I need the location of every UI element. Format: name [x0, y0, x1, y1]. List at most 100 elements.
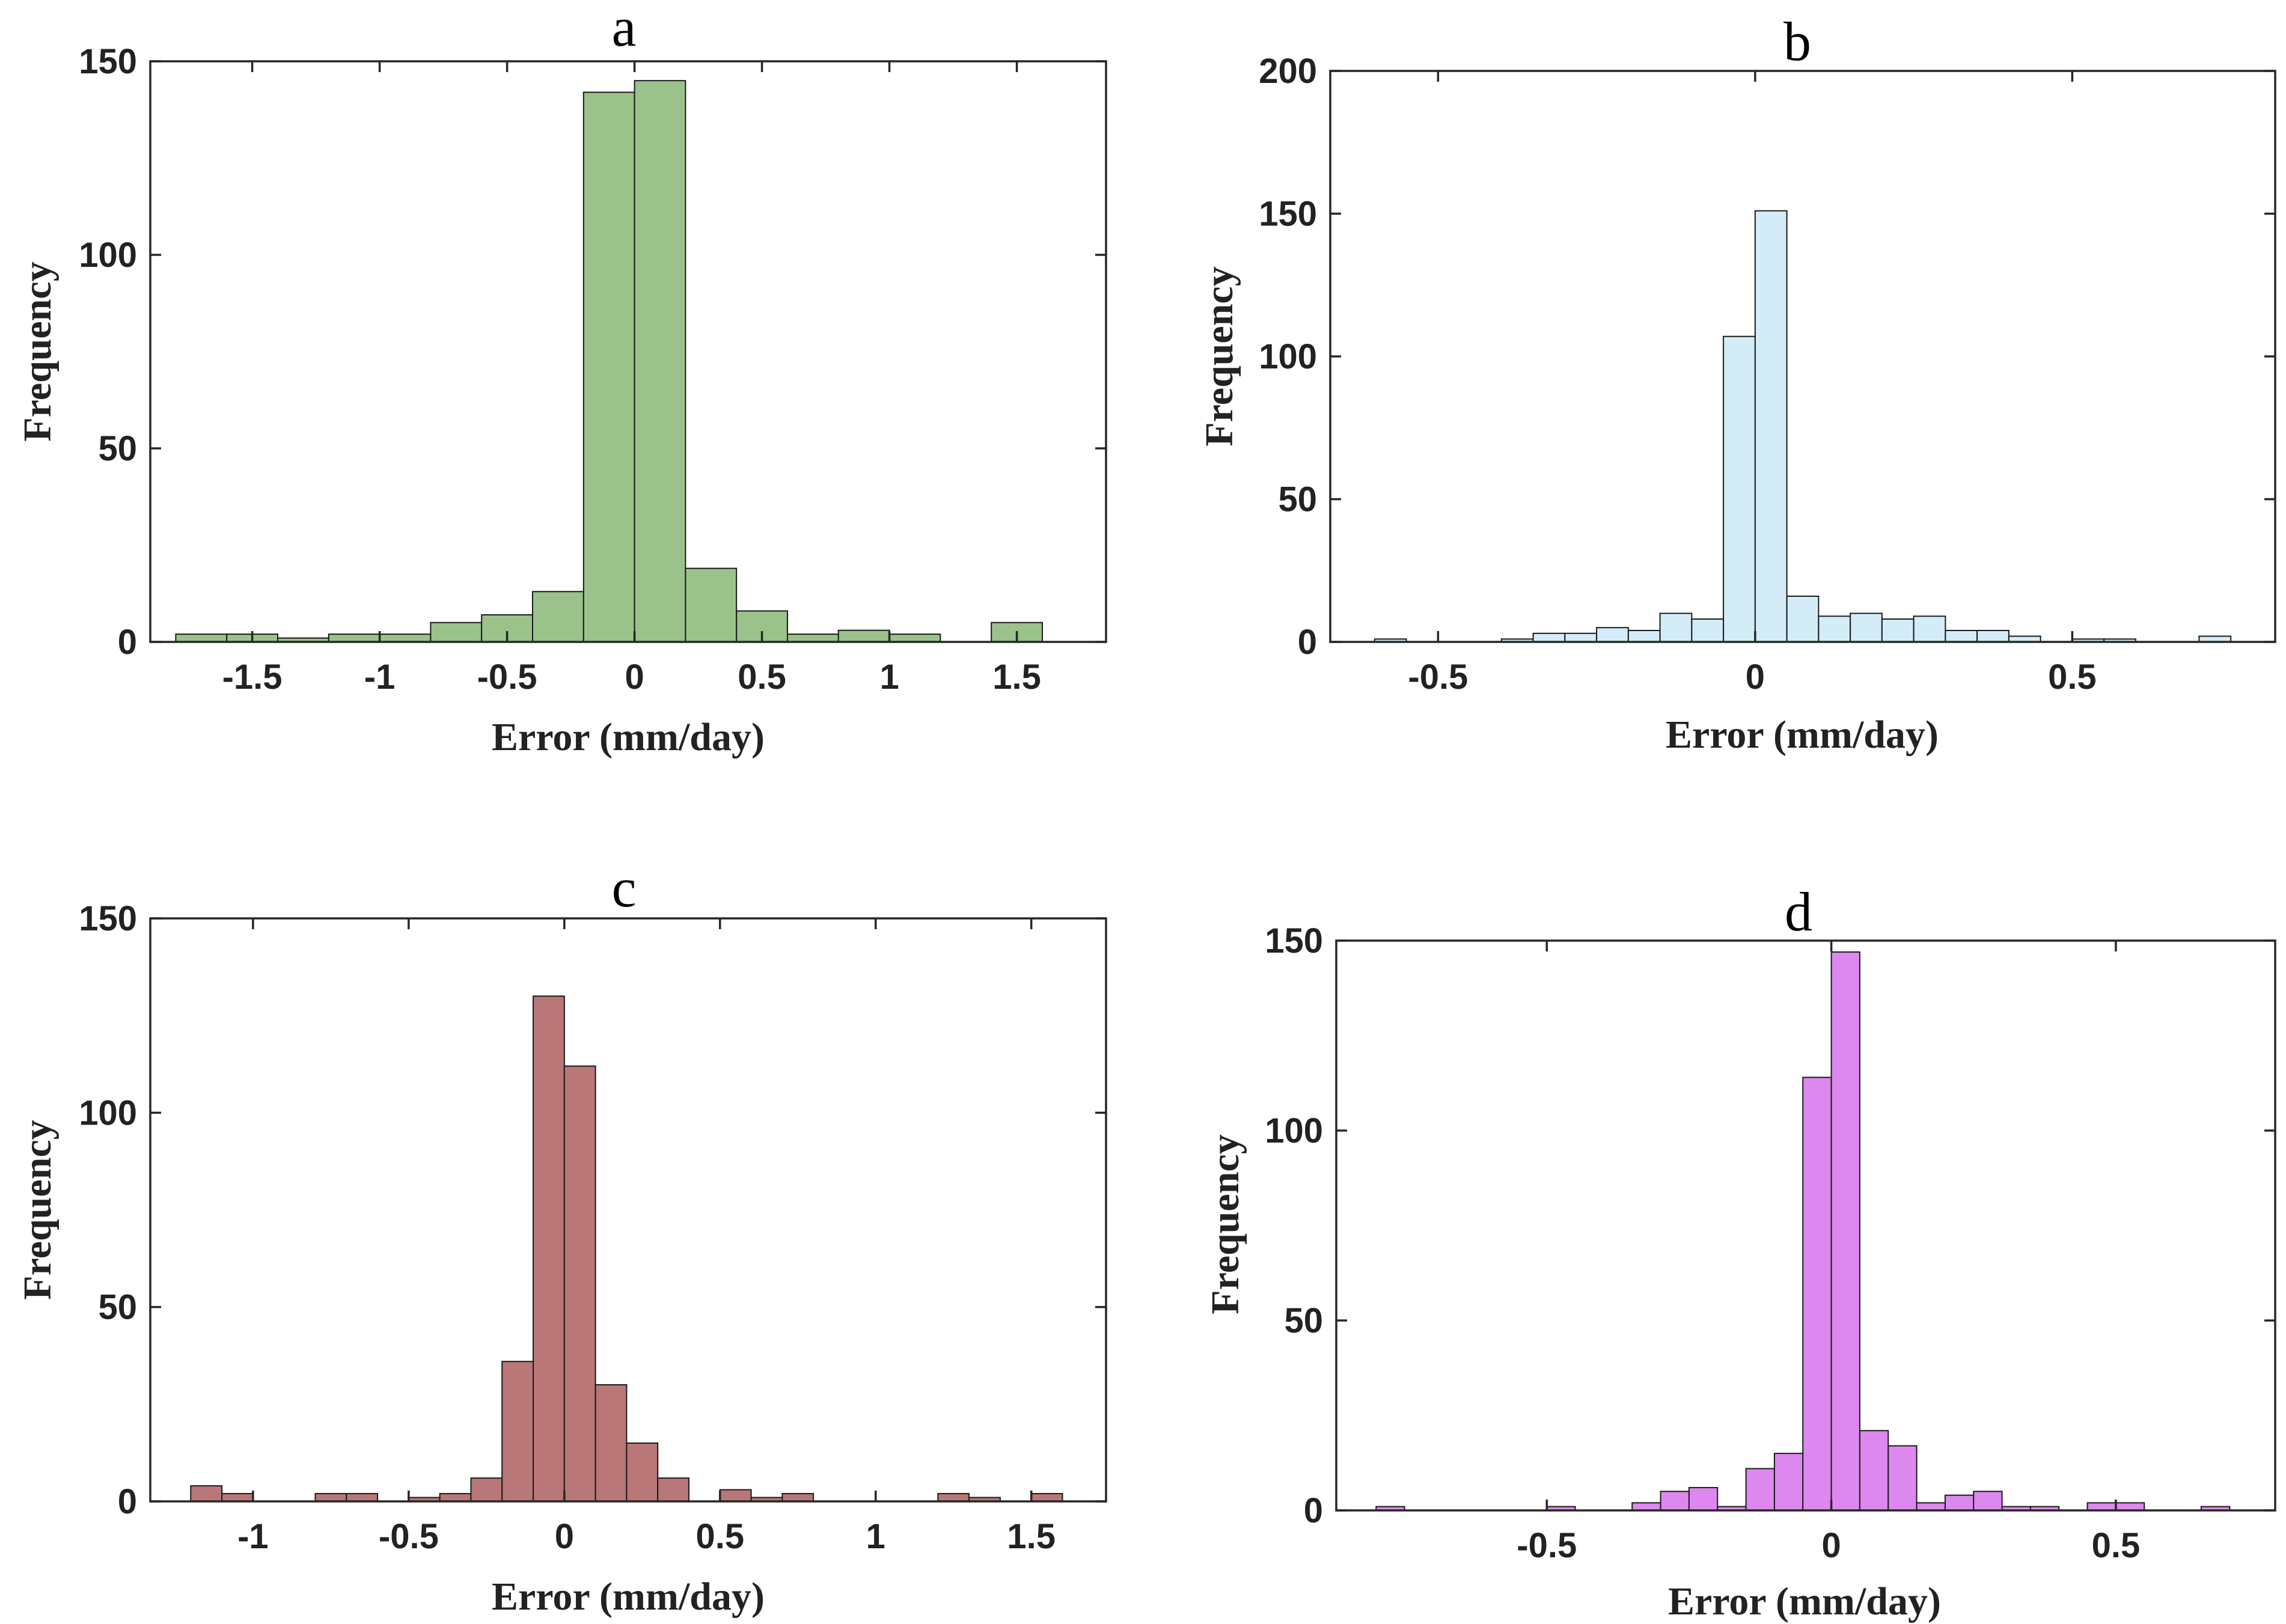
panel-b-bar	[1754, 210, 1788, 643]
panel-a-ylabel: Frequency	[16, 261, 60, 441]
panel-d: -0.5 0 0.5 0 50 100 150 d Error (mm/day) Frequ…	[1203, 881, 2276, 1623]
panel-b-bar	[1723, 335, 1756, 643]
panel-b-ylabel: Frequency	[1197, 266, 1241, 446]
panel-a-bar	[430, 621, 483, 643]
panel-d-bar	[1688, 1487, 1719, 1512]
panel-d-bar	[1802, 1076, 1832, 1511]
panel-a-ticks: -1.5 -1 -0.5 0 0.5 1 1.5 0 50 100 150	[79, 42, 1106, 697]
panel-d-bar	[1944, 1494, 1975, 1511]
panel-a: -1.5 -1 -0.5 0 0.5 1 1.5 0 50 100 150 a Error (mm/…	[16, 0, 1107, 759]
panel-d-xtick-label: 0	[1821, 1526, 1841, 1565]
panel-b-ticks: -0.5 0 0.5 0 50 100 150 200	[1259, 52, 2275, 697]
panel-d-bar	[1973, 1491, 2003, 1511]
panel-a-bar	[685, 567, 738, 643]
panel-b-bar	[1532, 632, 1566, 643]
panel-b-bar	[1818, 615, 1851, 643]
panel-b-bar	[1881, 618, 1915, 643]
panel-d-bars	[1375, 951, 2231, 1512]
panel-b-xtick-label: 0.5	[2048, 658, 2097, 697]
panel-a-xtick-label: 1	[879, 658, 899, 697]
panel-c-ticks: -1 -0.5 0 0.5 1 1.5 0 50 100 150	[79, 899, 1106, 1556]
panel-b-xlabel: Error (mm/day)	[1666, 713, 1939, 757]
panel-b-title: b	[1783, 11, 1811, 72]
panel-c-xlabel: Error (mm/day)	[492, 1575, 765, 1619]
panel-a-ytick-label: 150	[79, 42, 137, 81]
panel-b-ytick-label: 0	[1298, 623, 1317, 662]
panel-a-ytick-label: 0	[118, 623, 137, 662]
panel-b-ytick-label: 150	[1259, 195, 1317, 234]
panel-c-bar	[470, 1477, 503, 1502]
panel-d-bar	[1660, 1491, 1690, 1511]
panel-a-bar	[328, 633, 380, 643]
panel-c-ytick-label: 50	[98, 1288, 137, 1327]
panel-c: -1 -0.5 0 0.5 1 1.5 0 50 100 150 c Error (mm/day)…	[16, 857, 1107, 1619]
panel-a-ytick-label: 50	[98, 429, 137, 468]
panel-d-xtick-label: 0.5	[2092, 1526, 2141, 1565]
panel-a-ytick-label: 100	[79, 236, 137, 275]
panel-c-bar	[937, 1493, 970, 1503]
panel-a-xtick-label: -1.5	[222, 658, 283, 697]
panel-b-bar	[1976, 630, 2009, 643]
panel-b-bar	[1913, 615, 1946, 643]
panel-d-ticks: -0.5 0 0.5 0 50 100 150	[1265, 921, 2275, 1565]
panel-d-ytick-label: 100	[1265, 1111, 1323, 1150]
panel-b-frame	[1329, 70, 2276, 643]
panel-b-bar	[1691, 618, 1725, 643]
panel-d-xtick-label: -0.5	[1517, 1526, 1577, 1565]
panel-a-bar	[175, 633, 228, 643]
panel-a-bar	[532, 591, 584, 643]
panel-d-ytick-label: 150	[1265, 921, 1323, 960]
panel-c-ytick-label: 100	[79, 1093, 137, 1132]
panel-d-ylabel: Frequency	[1203, 1134, 1247, 1314]
panel-b-bars	[1374, 210, 2232, 643]
panel-a-title: a	[612, 0, 637, 58]
panel-d-ytick-label: 50	[1284, 1301, 1323, 1340]
panel-d-bar	[1887, 1445, 1918, 1512]
panel-c-bar	[626, 1442, 659, 1502]
panel-b-xtick-label: 0	[1746, 658, 1765, 697]
panel-c-bar	[563, 1065, 596, 1502]
panel-d-bar	[2086, 1502, 2116, 1512]
panel-c-bar	[719, 1489, 752, 1503]
panel-c-frame	[149, 917, 1107, 1503]
panel-b-bar	[1564, 632, 1598, 643]
panel-a-bar	[634, 80, 686, 643]
panel-c-xtick-label: -0.5	[379, 1517, 439, 1556]
panel-a-xlabel: Error (mm/day)	[492, 715, 765, 759]
panel-c-ytick-label: 150	[79, 899, 137, 938]
panel-a-bar	[837, 629, 890, 643]
panel-b-bar	[1659, 612, 1693, 643]
panel-d-xlabel: Error (mm/day)	[1668, 1580, 1941, 1623]
panel-c-bar	[439, 1493, 472, 1503]
panel-a-xtick-label: 0	[625, 658, 644, 697]
panel-b-bar	[1596, 627, 1629, 643]
panel-a-xtick-label: -1	[364, 658, 396, 697]
panel-a-xtick-label: -0.5	[477, 658, 537, 697]
panel-c-xtick-label: 1.5	[1007, 1517, 1056, 1556]
panel-b-bar	[1945, 630, 1978, 643]
panel-b-ytick-label: 100	[1259, 337, 1317, 376]
panel-d-frame	[1335, 939, 2276, 1512]
panel-c-bar	[533, 995, 565, 1502]
panel-d-bar	[1745, 1468, 1775, 1511]
panel-d-bar	[1631, 1502, 1661, 1512]
panel-d-bar	[2115, 1502, 2145, 1512]
panel-a-bar	[888, 633, 941, 643]
panel-c-ylabel: Frequency	[16, 1120, 60, 1299]
panel-a-bar	[582, 91, 635, 643]
panel-b: -0.5 0 0.5 0 50 100 150 200 b Error (mm/day) Fr…	[1197, 11, 2276, 757]
panel-b-bar	[1627, 630, 1661, 643]
panel-a-bar	[379, 633, 432, 643]
panel-c-ytick-label: 0	[118, 1482, 137, 1521]
panel-c-bar	[501, 1361, 534, 1502]
panel-d-bar	[1916, 1502, 1946, 1512]
panel-c-xtick-label: 0	[555, 1517, 574, 1556]
panel-c-bar	[594, 1384, 628, 1502]
panel-c-bars	[190, 995, 1063, 1503]
panel-a-frame	[149, 60, 1107, 643]
panel-d-bar	[1773, 1453, 1804, 1511]
panel-c-bar	[221, 1493, 254, 1503]
panel-a-bar	[787, 633, 839, 643]
panel-b-ytick-label: 50	[1278, 480, 1317, 519]
panel-c-title: c	[612, 857, 637, 918]
